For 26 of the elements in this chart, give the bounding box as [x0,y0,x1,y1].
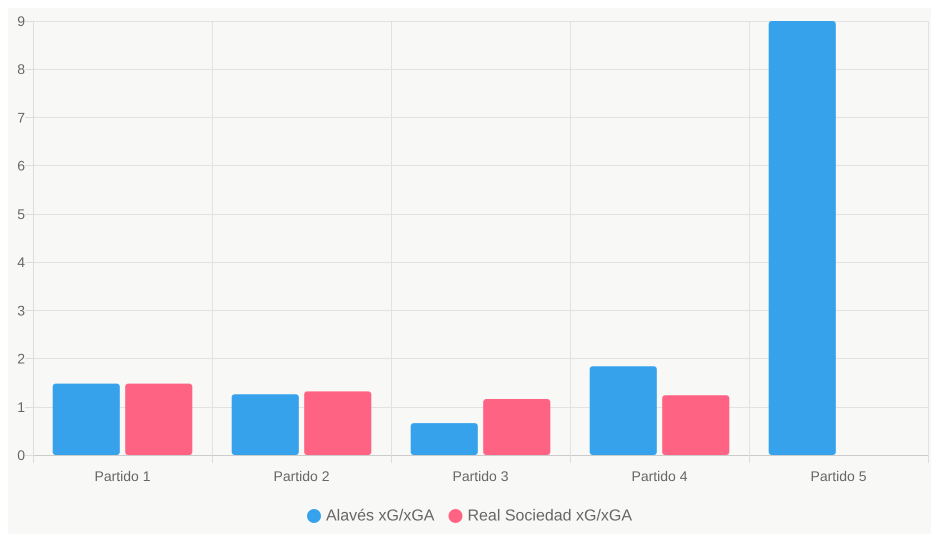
y-tick-label: 3 [17,302,26,318]
bar [125,384,192,455]
bar [768,21,836,455]
x-tick-label: Partido 3 [452,468,509,484]
bar [590,366,657,455]
y-tick-label: 5 [17,206,26,222]
x-tick-label: Partido 2 [273,468,330,484]
y-tick-label: 8 [17,61,26,78]
x-tick-label: Partido 5 [810,468,867,484]
y-tick-label: 6 [17,158,26,174]
bar [483,399,550,455]
y-tick-label: 1 [17,398,26,415]
bar [304,391,372,455]
bar [410,423,478,455]
y-tick-label: 2 [17,350,26,367]
x-tick-label: Partido 4 [631,468,688,484]
bar [52,384,120,455]
y-tick-label: 0 [17,447,26,463]
y-tick-label: 7 [17,109,26,126]
bar [662,395,730,455]
legend-label: Alavés xG/xGA [326,508,435,524]
bar [232,394,299,455]
y-tick-label: 4 [17,254,26,270]
x-tick-label: Partido 1 [94,468,151,484]
legend-label: Real Sociedad xG/xGA [467,508,632,524]
y-tick-label: 9 [17,13,26,29]
